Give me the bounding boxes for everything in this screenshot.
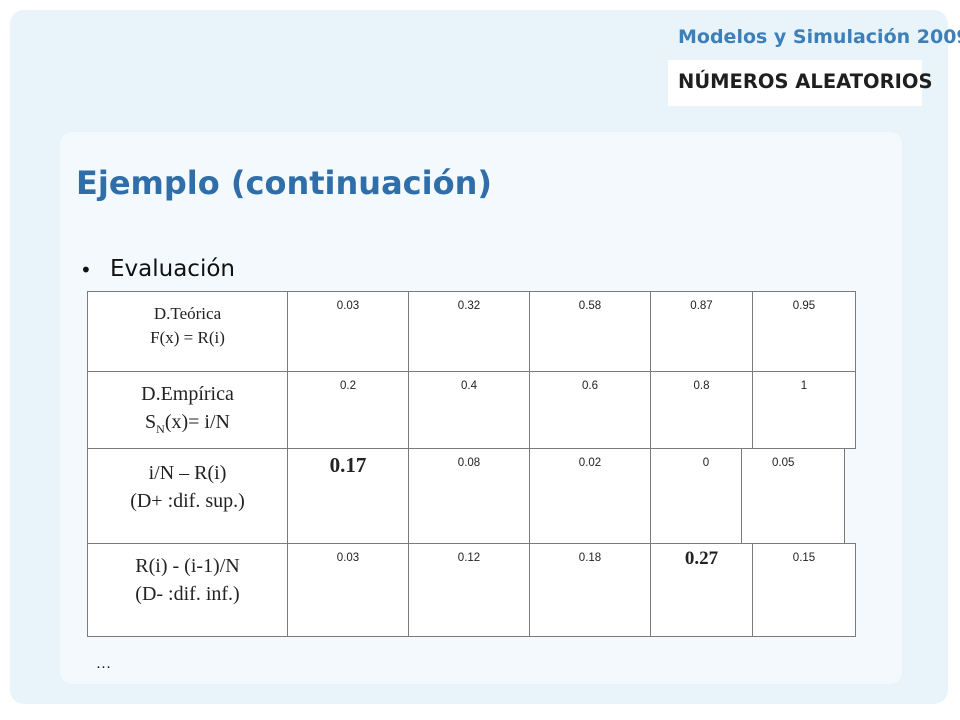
cell-value: 0.95 xyxy=(792,300,816,312)
table-cell: 0.08 xyxy=(408,448,530,544)
cell-value: 0.8 xyxy=(693,380,710,392)
cell-value: 0.02 xyxy=(578,457,602,469)
topic-header: NÚMEROS ALEATORIOS xyxy=(678,70,933,93)
cell-value: 1 xyxy=(800,380,808,392)
cell-value: 0.32 xyxy=(457,300,481,312)
bullet-icon: • xyxy=(80,258,92,282)
row-label-empirica: D.Empírica SN(x)= i/N xyxy=(87,371,288,449)
row-label-line2: (D- :dif. inf.) xyxy=(135,583,240,605)
table-cell: 0.95 xyxy=(752,291,856,372)
cell-value: 0.03 xyxy=(336,300,360,312)
topic-banner xyxy=(668,60,922,106)
table-cell: 0.32 xyxy=(408,291,530,372)
table-cell: 0.6 xyxy=(529,371,651,449)
cell-value: 0.2 xyxy=(340,380,356,392)
cell-value: 0.4 xyxy=(461,380,477,392)
row-label-line1: D.Empírica xyxy=(141,383,234,405)
row-label-dminus: R(i) - (i-1)/N (D- :dif. inf.) xyxy=(87,543,288,637)
cell-value: 0.12 xyxy=(457,552,481,564)
table-cell: 0.18 xyxy=(529,543,651,637)
table-cell: 0.17 xyxy=(287,448,409,544)
table-cell: 0.05 xyxy=(741,448,845,544)
slide-title: Ejemplo (continuación) xyxy=(76,164,492,202)
table-cell: 1 xyxy=(752,371,856,449)
cell-value: 0.87 xyxy=(690,300,713,312)
continuation-ellipsis: … xyxy=(96,656,111,672)
cell-value-max: 0.17 xyxy=(329,453,367,477)
table-cell: 0.03 xyxy=(287,543,409,637)
row-label-line2: SN(x)= i/N xyxy=(145,411,230,436)
table-cell: 0.4 xyxy=(408,371,530,449)
cell-value: 0 xyxy=(702,457,710,469)
row-label-teorica: D.Teórica F(x) = R(i) xyxy=(87,291,288,372)
row-label-line1: i/N – R(i) xyxy=(148,462,227,484)
table-cell: 0.87 xyxy=(650,291,753,372)
row-label-line2: F(x) = R(i) xyxy=(150,328,225,347)
table-cell: 0.2 xyxy=(287,371,409,449)
row-label-dplus: i/N – R(i) (D+ :dif. sup.) xyxy=(87,448,288,544)
cell-value: 0.18 xyxy=(578,552,602,564)
cell-value: 0.05 xyxy=(772,457,795,469)
cell-value: 0.58 xyxy=(578,300,602,312)
row-label-line2: (D+ :dif. sup.) xyxy=(130,490,245,512)
table-cell: 0.27 xyxy=(650,543,753,637)
table-cell: 0.58 xyxy=(529,291,651,372)
row-label-line1: D.Teórica xyxy=(153,304,222,323)
bullet-evaluacion: Evaluación xyxy=(110,256,235,282)
table-cell: 0.12 xyxy=(408,543,530,637)
table-cell: 0.8 xyxy=(650,371,753,449)
cell-value-max: 0.27 xyxy=(684,548,719,569)
course-header: Modelos y Simulación 2009 xyxy=(678,26,960,48)
cell-value: 0.08 xyxy=(457,457,481,469)
cell-value: 0.03 xyxy=(336,552,360,564)
table-cell: 0.02 xyxy=(529,448,651,544)
cell-value: 0.6 xyxy=(582,380,598,392)
table-cell: 0.03 xyxy=(287,291,409,372)
table-cell: 0.15 xyxy=(752,543,856,637)
row-label-line1: R(i) - (i-1)/N xyxy=(135,555,240,577)
cell-value: 0.15 xyxy=(792,552,816,564)
table-cell: 0 xyxy=(650,448,742,544)
